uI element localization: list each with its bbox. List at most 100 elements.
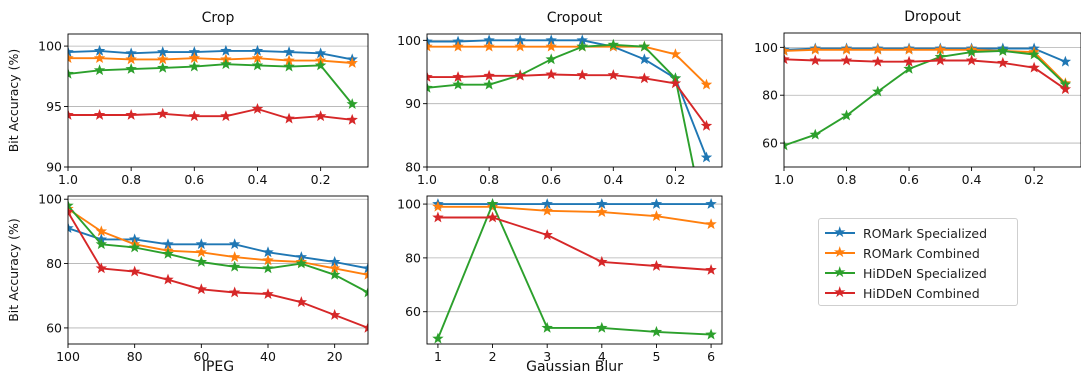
data-point bbox=[314, 110, 327, 122]
x-tick-label: 4 bbox=[598, 349, 606, 364]
data-point bbox=[195, 246, 208, 258]
data-point bbox=[669, 48, 682, 60]
data-point bbox=[700, 119, 713, 131]
data-point bbox=[700, 78, 713, 90]
y-axis-label: Bit Accuracy (%) bbox=[6, 218, 21, 322]
data-point bbox=[283, 112, 295, 124]
data-point bbox=[809, 128, 821, 140]
data-point bbox=[93, 109, 106, 120]
series-line-hidden-specialized bbox=[427, 43, 695, 167]
data-point bbox=[784, 139, 790, 151]
y-tick-label: 60 bbox=[405, 304, 421, 319]
data-point bbox=[128, 265, 141, 277]
series-line-romark-combined bbox=[68, 208, 368, 276]
chart-panel-dropout: 60 80 100 1.0 0.8 0.6 0.4 0.2 Dropout bbox=[754, 9, 1081, 187]
data-point bbox=[283, 46, 295, 57]
data-point bbox=[541, 204, 553, 216]
data-point bbox=[295, 257, 308, 269]
chart-title: Cropout bbox=[547, 10, 603, 26]
data-point bbox=[328, 268, 341, 280]
data-point bbox=[638, 53, 651, 65]
data-point bbox=[427, 81, 433, 93]
data-point bbox=[483, 40, 495, 52]
data-point bbox=[432, 332, 444, 344]
data-point bbox=[784, 53, 790, 65]
x-tick-label: 1 bbox=[434, 349, 442, 364]
x-axis-label: Gaussian Blur bbox=[526, 359, 623, 371]
chart-title: Crop bbox=[202, 10, 235, 26]
y-tick-label: 60 bbox=[46, 320, 62, 335]
data-point bbox=[903, 43, 915, 55]
x-tick-label: 1.0 bbox=[417, 172, 437, 187]
data-point bbox=[68, 206, 74, 217]
data-point bbox=[514, 69, 526, 81]
data-point bbox=[1028, 48, 1040, 60]
data-point bbox=[188, 110, 201, 122]
data-point bbox=[576, 69, 588, 81]
data-point bbox=[328, 262, 341, 274]
y-tick-label: 80 bbox=[405, 160, 421, 175]
data-point bbox=[220, 44, 232, 56]
data-point bbox=[965, 54, 978, 66]
data-point bbox=[514, 34, 526, 46]
data-point bbox=[95, 238, 108, 250]
data-point bbox=[545, 68, 557, 80]
data-point bbox=[162, 238, 174, 250]
data-point bbox=[228, 260, 241, 272]
data-point bbox=[483, 34, 495, 46]
data-point bbox=[346, 98, 358, 109]
data-point bbox=[965, 46, 978, 57]
y-tick-label: 60 bbox=[762, 136, 778, 151]
data-point bbox=[872, 85, 884, 97]
plot-area bbox=[68, 199, 368, 333]
x-tick-label: 0.6 bbox=[541, 172, 561, 187]
data-point bbox=[650, 210, 663, 222]
chart-panel-jpeg: 60 80 100 100 80 60 40 20 JPEG Bit Accuracy (%) bbox=[6, 192, 369, 371]
series-line-romark-specialized bbox=[68, 227, 368, 270]
plot-area bbox=[432, 198, 717, 344]
data-point bbox=[262, 246, 274, 258]
axes-frame bbox=[783, 32, 1081, 168]
data-point bbox=[872, 55, 884, 67]
data-point bbox=[125, 47, 137, 59]
data-point bbox=[251, 44, 264, 56]
data-point bbox=[541, 321, 553, 333]
y-tick-label: 100 bbox=[38, 39, 62, 54]
data-point bbox=[596, 198, 608, 209]
data-point bbox=[188, 52, 201, 64]
data-point bbox=[128, 241, 141, 253]
data-point bbox=[809, 43, 821, 55]
data-point bbox=[68, 109, 74, 120]
chart-panel-gaussian-blur: 60 80 100 1 2 3 4 5 6 Gaussian Blur bbox=[397, 195, 723, 371]
data-point bbox=[220, 110, 232, 122]
series-line-hidden-combined bbox=[68, 211, 368, 329]
data-point bbox=[483, 78, 495, 90]
data-point bbox=[596, 255, 608, 267]
series-line-romark-specialized bbox=[784, 47, 1066, 63]
data-point bbox=[934, 43, 947, 55]
x-tick-label: 0.4 bbox=[248, 172, 268, 187]
data-point bbox=[997, 56, 1009, 68]
data-point bbox=[162, 247, 174, 259]
data-point bbox=[157, 53, 169, 65]
data-point bbox=[650, 325, 663, 337]
x-tick-label: 6 bbox=[707, 349, 715, 364]
data-point bbox=[125, 63, 137, 74]
x-tick-label: 0.2 bbox=[311, 172, 331, 187]
data-point bbox=[840, 109, 853, 121]
x-tick-label: 3 bbox=[543, 349, 551, 364]
series-line-romark-specialized bbox=[68, 49, 353, 61]
data-point bbox=[514, 40, 526, 52]
chart-title: Dropout bbox=[904, 9, 961, 25]
data-point bbox=[195, 283, 208, 295]
data-point bbox=[607, 69, 620, 81]
data-point bbox=[93, 44, 106, 56]
data-point bbox=[452, 40, 464, 52]
data-point bbox=[705, 218, 717, 230]
data-point bbox=[1059, 83, 1072, 95]
data-point bbox=[251, 102, 264, 114]
data-point bbox=[483, 69, 495, 81]
data-point bbox=[188, 60, 201, 72]
series-line-hidden-specialized bbox=[68, 205, 368, 294]
